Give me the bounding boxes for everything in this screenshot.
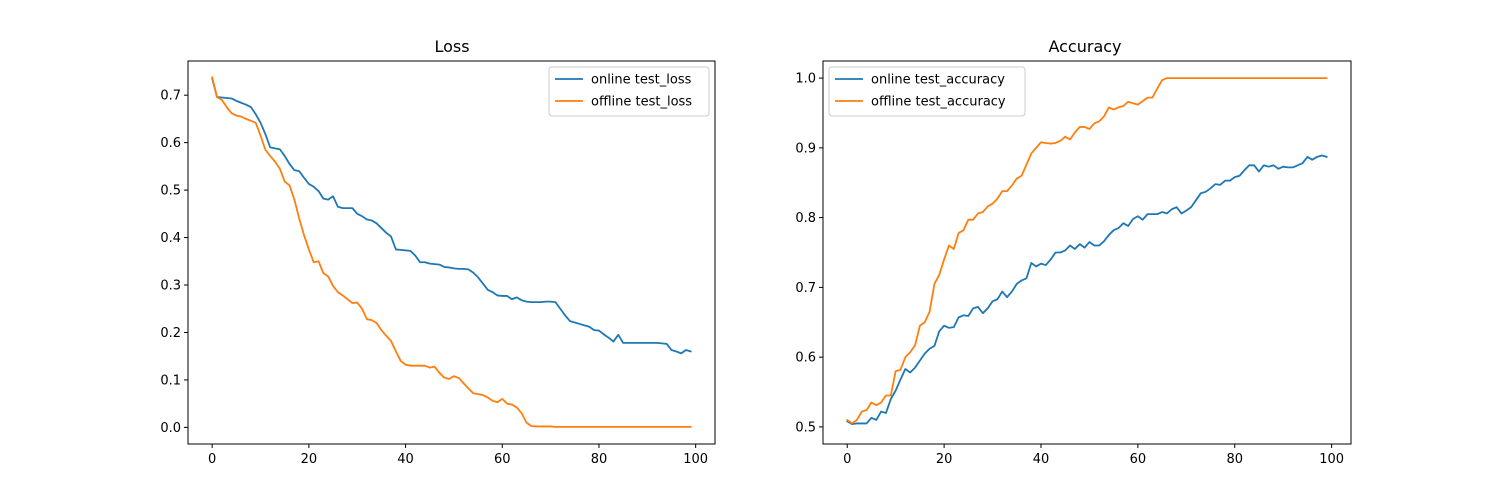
loss-y-tick-label-4: 0.4: [160, 231, 181, 246]
accuracy-chart-title: Accuracy: [1048, 37, 1121, 56]
loss-y-tick-label-6: 0.6: [160, 136, 181, 151]
loss-chart-title: Loss: [434, 37, 469, 56]
loss-x-tick-label-5: 100: [683, 452, 708, 467]
loss-legend-label-1: offline test_loss: [591, 95, 692, 110]
accuracy-y-tick-label-0: 0.5: [795, 420, 816, 435]
accuracy-x-tick-label-2: 40: [1033, 452, 1050, 467]
loss-series-line-1: [211, 76, 692, 428]
loss-x-tick-label-2: 40: [397, 452, 414, 467]
loss-series-line-0: [211, 77, 692, 355]
accuracy-x-tick-label-5: 100: [1319, 452, 1344, 467]
accuracy-x-tick-label-3: 60: [1130, 452, 1147, 467]
loss-y-tick-label-3: 0.3: [160, 279, 181, 294]
accuracy-y-tick-label-4: 0.9: [795, 141, 816, 156]
accuracy-x-tick-label-1: 20: [936, 452, 953, 467]
loss-y-tick-label-1: 0.1: [160, 373, 181, 388]
accuracy-y-tick-label-3: 0.8: [795, 211, 816, 226]
accuracy-x-tick-label-0: 0: [843, 452, 851, 467]
loss-y-tick-label-7: 0.7: [160, 89, 181, 104]
loss-legend-label-0: online test_loss: [591, 73, 692, 88]
accuracy-y-tick-label-5: 1.0: [795, 72, 816, 87]
accuracy-plot-frame: [822, 60, 1352, 445]
accuracy-y-tick-label-2: 0.7: [795, 281, 816, 296]
loss-plot-frame: [187, 60, 716, 445]
accuracy-series-line-0: [846, 154, 1328, 426]
accuracy-x-tick-label-4: 80: [1226, 452, 1243, 467]
accuracy-legend-label-1: offline test_accuracy: [871, 95, 1006, 110]
loss-x-tick-label-3: 60: [494, 452, 511, 467]
loss-x-tick-label-0: 0: [208, 452, 216, 467]
accuracy-series-line-1: [846, 77, 1328, 425]
loss-y-tick-label-2: 0.2: [160, 326, 181, 341]
loss-y-tick-label-5: 0.5: [160, 184, 181, 199]
loss-y-tick-label-0: 0.0: [160, 421, 181, 436]
loss-x-tick-label-1: 20: [301, 452, 318, 467]
accuracy-legend-label-0: online test_accuracy: [871, 73, 1005, 88]
accuracy-chart: Accuracy 0 20 40 60 80 100 0.5 0.6 0.7 0.8 0.9 1.0 o…: [795, 37, 1352, 467]
loss-legend-box: [548, 66, 710, 117]
accuracy-y-tick-label-1: 0.6: [795, 351, 816, 366]
accuracy-legend-box: [828, 66, 1026, 117]
loss-chart: Loss 0 20 40 60 80 100 0.0 0.1 0.2 0.3 0.4 0.5 0.6 0.…: [160, 37, 716, 467]
loss-x-tick-label-4: 80: [591, 452, 608, 467]
